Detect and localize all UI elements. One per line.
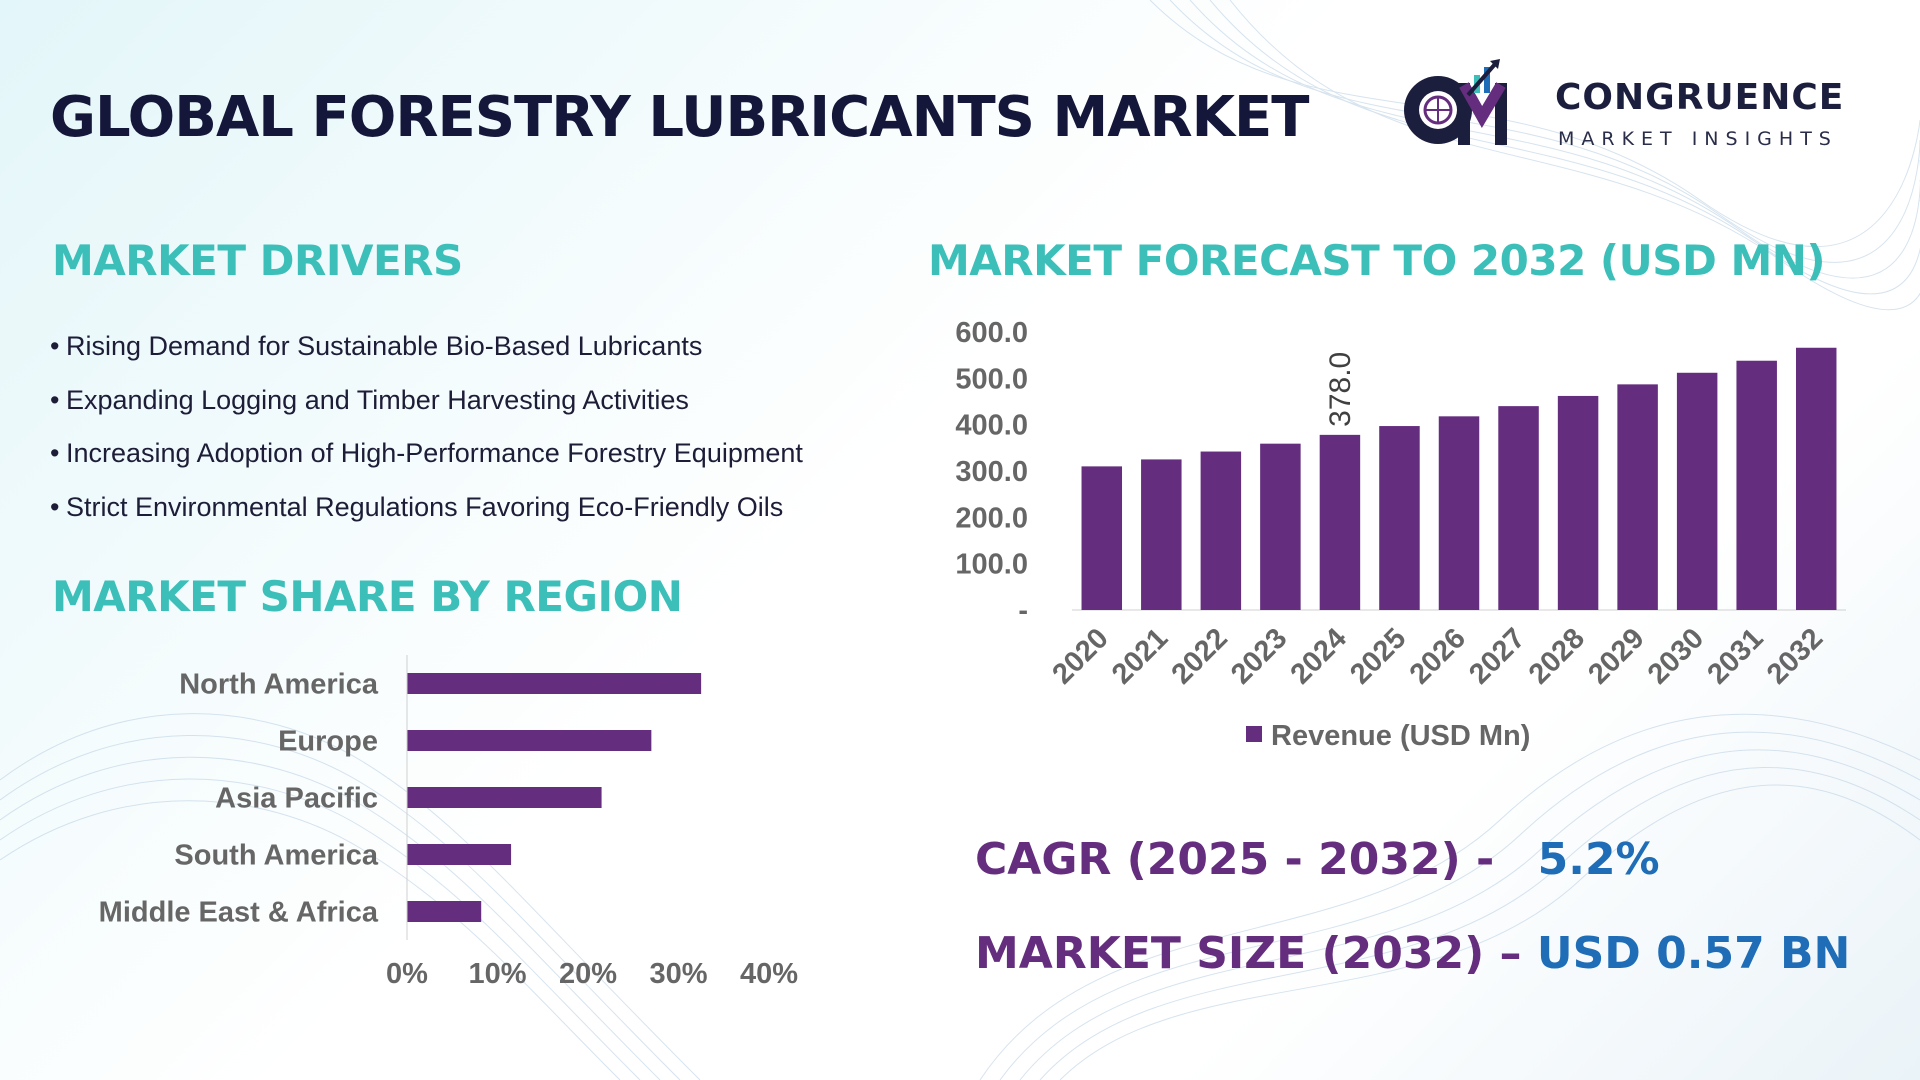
- region-category-label: North America: [179, 669, 379, 701]
- forecast-y-tick-label: 600.0: [955, 317, 1028, 349]
- region-x-tick-label: 40%: [740, 958, 798, 990]
- forecast-bar: [1141, 459, 1182, 610]
- forecast-x-tick-label: 2024: [1285, 622, 1353, 690]
- forecast-bar: [1617, 384, 1658, 610]
- region-chart-title: MARKET SHARE BY REGION: [52, 572, 683, 621]
- region-bar: [407, 730, 652, 751]
- driver-text: Expanding Logging and Timber Harvesting …: [66, 384, 689, 415]
- forecast-bar: [1319, 434, 1361, 610]
- driver-item: • Strict Environmental Regulations Favori…: [50, 491, 784, 522]
- forecast-bar: [1379, 426, 1420, 610]
- region-category-label: Middle East & Africa: [99, 897, 379, 929]
- forecast-x-tick-label: 2032: [1761, 622, 1829, 690]
- market-size-stat: MARKET SIZE (2032) – USD 0.57 BN: [975, 928, 1850, 979]
- driver-item: • Increasing Adoption of High-Performance…: [50, 438, 803, 468]
- page-title: GLOBAL FORESTRY LUBRICANTS MARKET: [50, 85, 1309, 150]
- forecast-y-tick-label: 300.0: [955, 456, 1028, 488]
- forecast-x-tick-label: 2023: [1225, 622, 1293, 690]
- region-category-label: Europe: [278, 726, 378, 758]
- region-x-tick-label: 0%: [386, 958, 428, 990]
- logo-company-name: CONGRUENCE: [1555, 77, 1845, 118]
- forecast-x-tick-label: 2021: [1106, 622, 1174, 690]
- forecast-y-tick-label: 200.0: [955, 502, 1028, 534]
- driver-item: • Rising Demand for Sustainable Bio-Based…: [50, 331, 703, 361]
- region-x-tick-label: 10%: [468, 958, 526, 990]
- region-bar: [407, 673, 702, 694]
- region-category-label: Asia Pacific: [215, 783, 378, 815]
- region-bar: [407, 787, 602, 808]
- region-x-tick-label: 20%: [559, 958, 617, 990]
- forecast-bar: [1736, 360, 1777, 610]
- forecast-y-tick-label: -: [1018, 595, 1028, 627]
- region-category-label: South America: [174, 840, 378, 872]
- forecast-data-label: 378.0: [1324, 352, 1357, 427]
- market-drivers-list: • Rising Demand for Sustainable Bio-Based…: [50, 330, 803, 544]
- forecast-y-tick-label: 400.0: [955, 410, 1028, 442]
- forecast-bar: [1081, 466, 1123, 610]
- forecast-x-tick-label: 2030: [1642, 622, 1710, 690]
- forecast-x-tick-label: 2031: [1701, 622, 1769, 690]
- forecast-bar: [1498, 406, 1539, 610]
- congruence-logo-icon: [1404, 59, 1507, 145]
- region-bar: [407, 844, 512, 865]
- cagr-stat: CAGR (2025 - 2032) - 5.2%: [975, 834, 1660, 885]
- forecast-bar: [1260, 443, 1301, 610]
- market-size-value: USD 0.57 BN: [1536, 928, 1851, 979]
- driver-text: Rising Demand for Sustainable Bio-Based …: [66, 331, 703, 361]
- driver-item: • Expanding Logging and Timber Harvesting…: [50, 384, 689, 415]
- forecast-bar: [1557, 395, 1599, 610]
- forecast-x-tick-label: 2020: [1046, 622, 1114, 690]
- logo-company-subtitle: MARKET INSIGHTS: [1558, 128, 1838, 150]
- forecast-x-tick-label: 2026: [1404, 622, 1472, 690]
- forecast-bar: [1200, 451, 1242, 610]
- forecast-bar: [1438, 416, 1480, 610]
- cagr-value: 5.2%: [1537, 834, 1660, 885]
- forecast-x-tick-label: 2029: [1582, 622, 1650, 690]
- legend-swatch: [1246, 726, 1262, 742]
- legend-label: Revenue (USD Mn): [1271, 720, 1530, 752]
- driver-text: Strict Environmental Regulations Favorin…: [66, 491, 784, 522]
- market-drivers-heading: MARKET DRIVERS: [52, 236, 463, 285]
- forecast-x-tick-label: 2028: [1523, 622, 1591, 690]
- forecast-bar: [1676, 372, 1718, 610]
- driver-text: Increasing Adoption of High-Performance …: [66, 438, 803, 468]
- forecast-bar: [1795, 347, 1837, 610]
- company-logo: CONGRUENCE MARKET INSIGHTS: [1400, 55, 1870, 155]
- forecast-chart-title: MARKET FORECAST TO 2032 (USD MN): [928, 236, 1826, 285]
- forecast-x-tick-label: 2025: [1344, 622, 1412, 690]
- cagr-label: CAGR (2025 - 2032) -: [975, 834, 1495, 885]
- forecast-x-tick-label: 2027: [1463, 622, 1531, 690]
- region-x-tick-label: 30%: [649, 958, 707, 990]
- forecast-x-tick-label: 2022: [1166, 622, 1234, 690]
- forecast-y-tick-label: 100.0: [955, 549, 1028, 581]
- forecast-y-tick-label: 500.0: [955, 363, 1028, 395]
- market-size-label: MARKET SIZE (2032) –: [975, 928, 1522, 979]
- region-bar: [407, 901, 482, 922]
